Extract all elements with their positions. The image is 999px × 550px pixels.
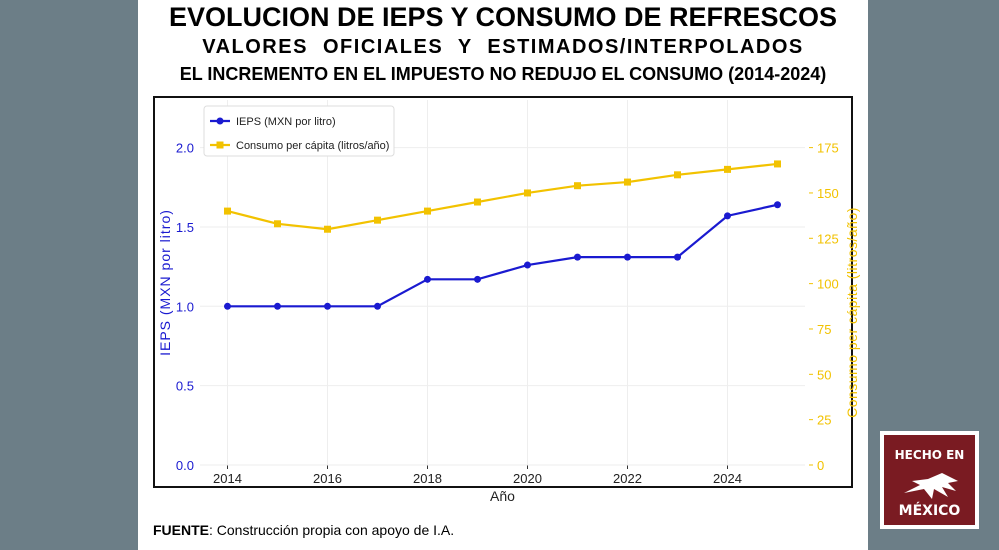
chart: 2014 2016 2018 2020 2022 2024 0.0 0.5 1.0 1.5 2.0 0… xyxy=(157,100,860,504)
source-label: FUENTE xyxy=(153,522,209,538)
y-tick-label: 0.0 xyxy=(176,458,194,473)
x-tick-label: 2024 xyxy=(713,471,742,486)
y-tick-label: 1.0 xyxy=(176,299,194,314)
y2-axis-label: Consumo per cápita (litros/año) xyxy=(844,207,860,418)
source-note: FUENTE: Construcción propia con apoyo de… xyxy=(153,522,454,538)
legend-marker xyxy=(216,117,224,125)
y-axis-label: IEPS (MXN por litro) xyxy=(157,209,173,356)
chart-frame xyxy=(153,96,853,488)
y-tick-label: 0.5 xyxy=(176,379,194,394)
page: EVOLUCION DE IEPS Y CONSUMO DE REFRESCOS… xyxy=(138,0,868,550)
data-point-ieps xyxy=(724,212,731,220)
x-tick-label: 2016 xyxy=(313,471,342,486)
data-point-consumo xyxy=(774,160,781,168)
data-point-consumo xyxy=(674,171,681,179)
data-point-ieps xyxy=(624,253,631,261)
data-point-ieps xyxy=(374,302,381,310)
data-point-consumo xyxy=(274,220,281,228)
series-line-consumo xyxy=(227,162,778,231)
data-point-consumo xyxy=(324,225,331,233)
logo-text-bottom: MÉXICO xyxy=(898,503,961,519)
eagle-icon xyxy=(904,473,958,499)
data-point-ieps xyxy=(524,261,531,269)
data-point-ieps xyxy=(274,302,281,310)
y-tick-label: 1.5 xyxy=(176,220,194,235)
data-point-consumo xyxy=(424,207,431,215)
legend xyxy=(203,105,395,157)
data-point-consumo xyxy=(724,165,731,173)
data-point-consumo xyxy=(624,178,631,186)
y2-tick-label: 175 xyxy=(817,141,839,156)
x-tick-label: 2022 xyxy=(613,471,642,486)
x-tick-label: 2014 xyxy=(213,471,242,486)
data-point-ieps xyxy=(774,201,781,209)
data-point-consumo xyxy=(574,182,581,190)
y2-tick-label: 50 xyxy=(817,367,831,382)
data-point-consumo xyxy=(374,216,381,224)
legend-marker xyxy=(216,141,224,149)
x-tick-label: 2020 xyxy=(513,471,542,486)
chart-title: EVOLUCION DE IEPS Y CONSUMO DE REFRESCOS xyxy=(168,2,838,32)
y2-tick-label: 25 xyxy=(817,413,831,428)
y-tick-label: 2.0 xyxy=(176,141,194,156)
chart-subtitle-2: EL INCREMENTO EN EL IMPUESTO NO REDUJO E… xyxy=(179,64,827,84)
y2-tick-label: 0 xyxy=(817,458,824,473)
hecho-en-mexico-logo: HECHO EN MÉXICO xyxy=(880,431,979,529)
y2-tick-label: 75 xyxy=(817,322,831,337)
data-point-ieps xyxy=(224,302,231,310)
data-point-ieps xyxy=(324,302,331,310)
data-point-consumo xyxy=(224,207,231,215)
y2-tick-label: 100 xyxy=(817,277,839,292)
data-point-ieps xyxy=(674,253,681,261)
x-axis-label: Año xyxy=(490,488,515,504)
y2-tick-label: 125 xyxy=(817,231,839,246)
data-point-consumo xyxy=(474,198,481,206)
data-point-ieps xyxy=(574,253,581,261)
source-text: : Construcción propia con apoyo de I.A. xyxy=(209,522,455,538)
data-point-consumo xyxy=(524,189,531,197)
x-tick-label: 2018 xyxy=(413,471,442,486)
series-line-ieps xyxy=(227,203,778,308)
data-point-ieps xyxy=(474,275,481,283)
data-point-ieps xyxy=(424,275,431,283)
legend-label: IEPS (MXN por litro) xyxy=(236,116,336,128)
legend-label: Consumo per cápita (litros/año) xyxy=(236,140,389,152)
chart-subtitle: VALORES OFICIALES Y ESTIMADOS/INTERPOLAD… xyxy=(202,36,804,58)
y2-tick-label: 150 xyxy=(817,186,839,201)
logo-text-top: HECHO EN xyxy=(894,448,965,462)
